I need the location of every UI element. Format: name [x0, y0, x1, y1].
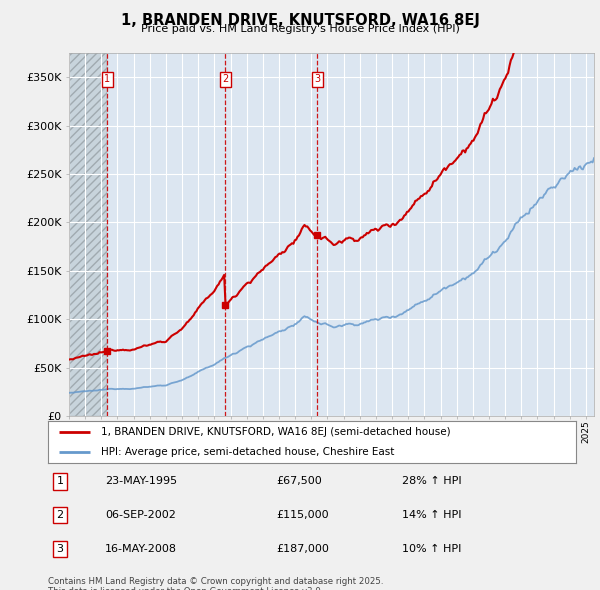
Text: 1, BRANDEN DRIVE, KNUTSFORD, WA16 8EJ: 1, BRANDEN DRIVE, KNUTSFORD, WA16 8EJ [121, 13, 479, 28]
Text: 1: 1 [104, 74, 110, 84]
Text: 1, BRANDEN DRIVE, KNUTSFORD, WA16 8EJ (semi-detached house): 1, BRANDEN DRIVE, KNUTSFORD, WA16 8EJ (s… [101, 427, 451, 437]
Text: £115,000: £115,000 [276, 510, 329, 520]
Text: Contains HM Land Registry data © Crown copyright and database right 2025.
This d: Contains HM Land Registry data © Crown c… [48, 577, 383, 590]
Text: 10% ↑ HPI: 10% ↑ HPI [402, 544, 461, 553]
Text: 23-MAY-1995: 23-MAY-1995 [105, 477, 177, 486]
Text: 16-MAY-2008: 16-MAY-2008 [105, 544, 177, 553]
Text: 3: 3 [56, 544, 64, 553]
Text: 2: 2 [56, 510, 64, 520]
Text: £187,000: £187,000 [276, 544, 329, 553]
Text: 14% ↑ HPI: 14% ↑ HPI [402, 510, 461, 520]
Text: 28% ↑ HPI: 28% ↑ HPI [402, 477, 461, 486]
Text: 06-SEP-2002: 06-SEP-2002 [105, 510, 176, 520]
Text: £67,500: £67,500 [276, 477, 322, 486]
Text: HPI: Average price, semi-detached house, Cheshire East: HPI: Average price, semi-detached house,… [101, 447, 394, 457]
Text: 1: 1 [56, 477, 64, 486]
Text: 2: 2 [222, 74, 229, 84]
Text: 3: 3 [314, 74, 320, 84]
Text: Price paid vs. HM Land Registry's House Price Index (HPI): Price paid vs. HM Land Registry's House … [140, 24, 460, 34]
